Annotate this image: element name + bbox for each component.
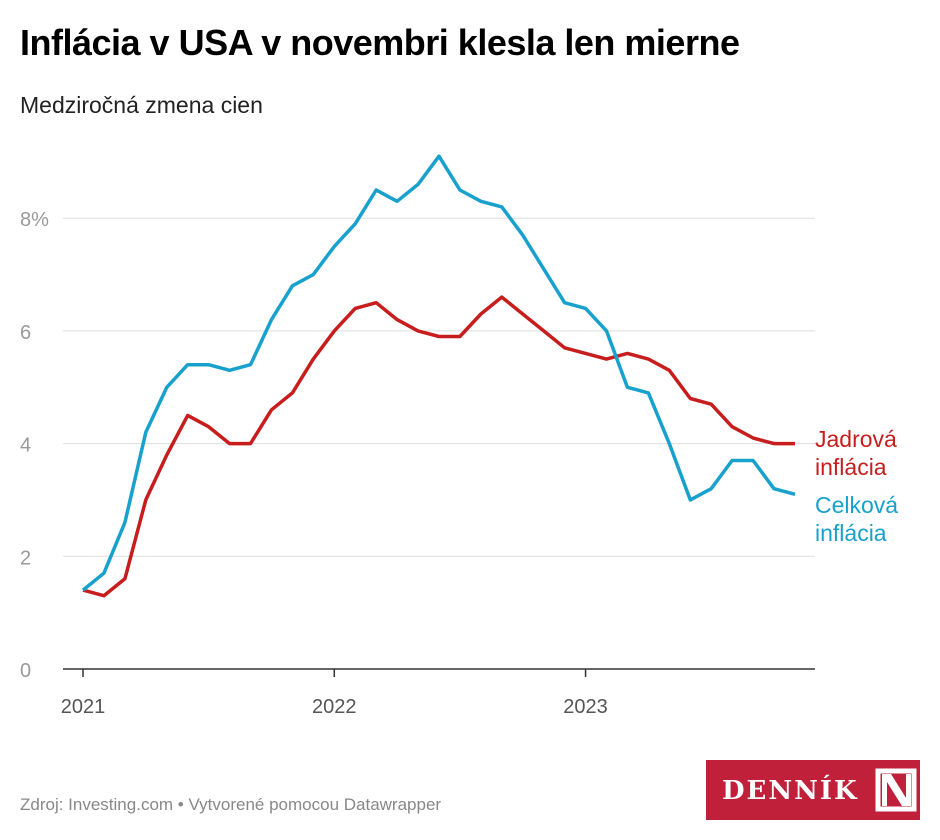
source-footer: Zdroj: Investing.com • Vytvorené pomocou… [20,795,442,814]
series-label: Jadrová [815,426,897,452]
series-label: Celková [815,492,898,518]
x-tick-label: 2021 [61,696,106,718]
series-label: inflácia [815,520,887,546]
series-label: inflácia [815,454,887,480]
y-tick-label: 2 [20,547,31,569]
y-tick-label: 8% [20,209,49,231]
series-line-jadrova [82,295,795,598]
y-tick-label: 4 [20,435,31,457]
series-line-celkova [81,154,796,592]
n-logo-icon [875,768,917,812]
x-tick-label: 2023 [563,696,608,718]
chart-title: Inflácia v USA v novembri klesla len mie… [20,22,740,63]
y-tick-label: 0 [20,660,31,682]
y-tick-label: 6 [20,322,31,344]
chart-subtitle: Medziročná zmena cien [20,92,263,118]
dennik-n-logo[interactable]: DENNÍK [706,760,920,820]
x-tick-label: 2022 [312,696,357,718]
